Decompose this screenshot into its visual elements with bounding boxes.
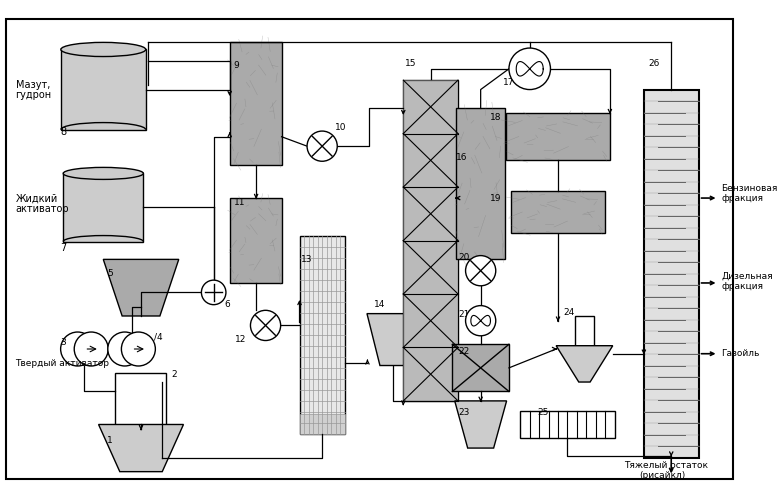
FancyBboxPatch shape	[403, 133, 458, 187]
Text: 6: 6	[224, 300, 230, 309]
FancyBboxPatch shape	[403, 348, 458, 401]
FancyBboxPatch shape	[403, 80, 458, 401]
Polygon shape	[103, 259, 179, 316]
Circle shape	[509, 48, 551, 90]
Text: Дизельная: Дизельная	[722, 272, 773, 281]
FancyBboxPatch shape	[403, 80, 458, 133]
FancyBboxPatch shape	[506, 113, 610, 160]
FancyBboxPatch shape	[456, 109, 505, 259]
Ellipse shape	[61, 42, 146, 57]
FancyBboxPatch shape	[300, 236, 345, 434]
Text: (рисайкл): (рисайкл)	[639, 471, 686, 480]
Text: 22: 22	[458, 347, 470, 357]
FancyBboxPatch shape	[230, 198, 282, 283]
Text: 10: 10	[335, 123, 347, 132]
Circle shape	[466, 255, 496, 286]
FancyBboxPatch shape	[403, 187, 458, 241]
Text: 12: 12	[236, 335, 246, 344]
Text: 1: 1	[107, 436, 113, 445]
Text: 3: 3	[60, 338, 66, 347]
Text: Тяжелый остаток: Тяжелый остаток	[624, 461, 708, 470]
Text: Бензиновая: Бензиновая	[722, 184, 778, 193]
Text: 14: 14	[374, 300, 385, 309]
Text: Жидкий: Жидкий	[16, 194, 58, 204]
Text: 8: 8	[60, 127, 66, 137]
Polygon shape	[367, 314, 419, 366]
Text: 21: 21	[458, 310, 470, 319]
FancyBboxPatch shape	[452, 344, 509, 391]
Ellipse shape	[63, 167, 144, 179]
Circle shape	[122, 332, 155, 366]
Text: фракция: фракция	[722, 282, 764, 291]
Text: 20: 20	[458, 253, 470, 262]
FancyBboxPatch shape	[575, 316, 594, 346]
Text: Газойль: Газойль	[722, 349, 760, 358]
Polygon shape	[455, 401, 506, 448]
FancyBboxPatch shape	[403, 294, 458, 348]
Polygon shape	[98, 424, 183, 472]
Circle shape	[466, 306, 496, 336]
Circle shape	[108, 332, 142, 366]
Text: 17: 17	[503, 78, 515, 87]
Text: 23: 23	[458, 408, 470, 417]
Circle shape	[74, 332, 108, 366]
FancyBboxPatch shape	[61, 49, 146, 129]
Text: 24: 24	[564, 308, 575, 317]
Text: гудрон: гудрон	[16, 90, 51, 100]
Text: Твердый активатор: Твердый активатор	[15, 359, 108, 368]
Circle shape	[201, 280, 226, 305]
FancyBboxPatch shape	[230, 42, 282, 165]
Text: активатор: активатор	[16, 204, 69, 214]
Text: Мазут,: Мазут,	[16, 80, 50, 90]
FancyBboxPatch shape	[63, 173, 144, 242]
Text: 11: 11	[233, 198, 245, 207]
Text: 19: 19	[490, 195, 502, 204]
Text: 9: 9	[233, 61, 239, 71]
FancyBboxPatch shape	[520, 411, 615, 438]
Text: фракция: фракция	[722, 195, 764, 204]
Circle shape	[250, 310, 281, 341]
FancyBboxPatch shape	[644, 90, 699, 458]
FancyBboxPatch shape	[300, 414, 345, 434]
Text: /4: /4	[154, 332, 163, 341]
Polygon shape	[556, 346, 613, 382]
FancyBboxPatch shape	[6, 19, 732, 479]
Text: 2: 2	[171, 370, 177, 379]
Text: 16: 16	[456, 153, 468, 162]
Text: 25: 25	[537, 408, 548, 417]
Circle shape	[307, 131, 337, 161]
Text: 15: 15	[405, 59, 417, 68]
FancyBboxPatch shape	[511, 191, 605, 234]
Text: 18: 18	[490, 114, 502, 123]
Text: 13: 13	[301, 255, 313, 264]
FancyBboxPatch shape	[115, 373, 166, 429]
Text: 7: 7	[60, 243, 66, 253]
Text: 26: 26	[649, 59, 660, 68]
FancyBboxPatch shape	[403, 241, 458, 294]
Circle shape	[61, 332, 94, 366]
Text: 5: 5	[107, 269, 113, 278]
